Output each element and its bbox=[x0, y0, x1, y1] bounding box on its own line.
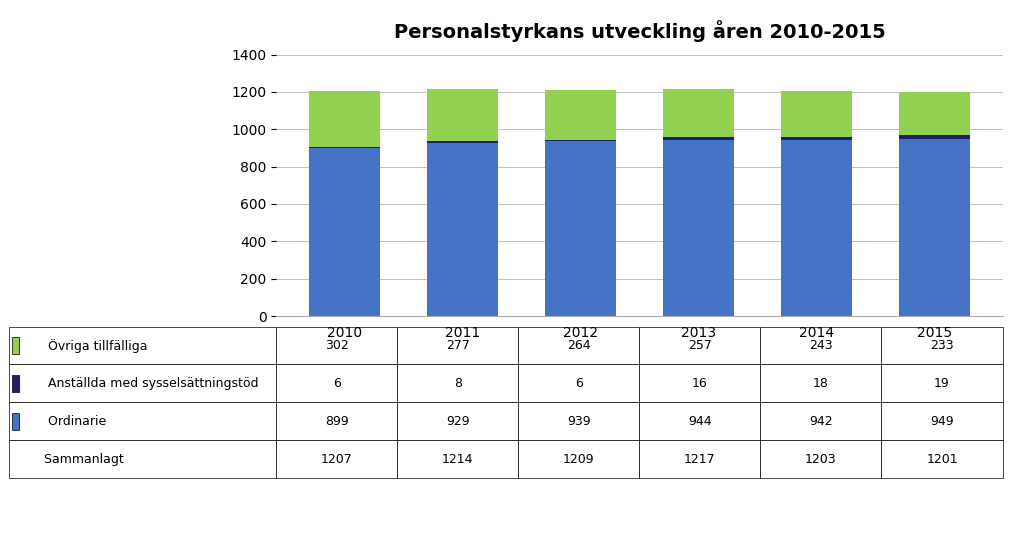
Bar bbox=[428, 142, 498, 316]
Bar bbox=[309, 90, 380, 147]
Bar bbox=[545, 140, 616, 141]
Bar bbox=[428, 89, 498, 141]
Bar bbox=[545, 90, 616, 140]
Bar bbox=[781, 140, 851, 316]
Bar bbox=[663, 89, 733, 137]
Bar bbox=[309, 148, 380, 316]
Bar bbox=[899, 135, 970, 139]
Bar bbox=[545, 141, 616, 316]
Bar bbox=[899, 139, 970, 316]
Bar bbox=[899, 92, 970, 135]
Bar bbox=[309, 147, 380, 148]
Bar bbox=[781, 137, 851, 140]
Bar bbox=[781, 92, 851, 137]
Bar bbox=[663, 137, 733, 140]
Title: Personalstyrkans utveckling åren 2010-2015: Personalstyrkans utveckling åren 2010-20… bbox=[394, 20, 885, 42]
Bar bbox=[663, 140, 733, 316]
Bar bbox=[428, 141, 498, 142]
